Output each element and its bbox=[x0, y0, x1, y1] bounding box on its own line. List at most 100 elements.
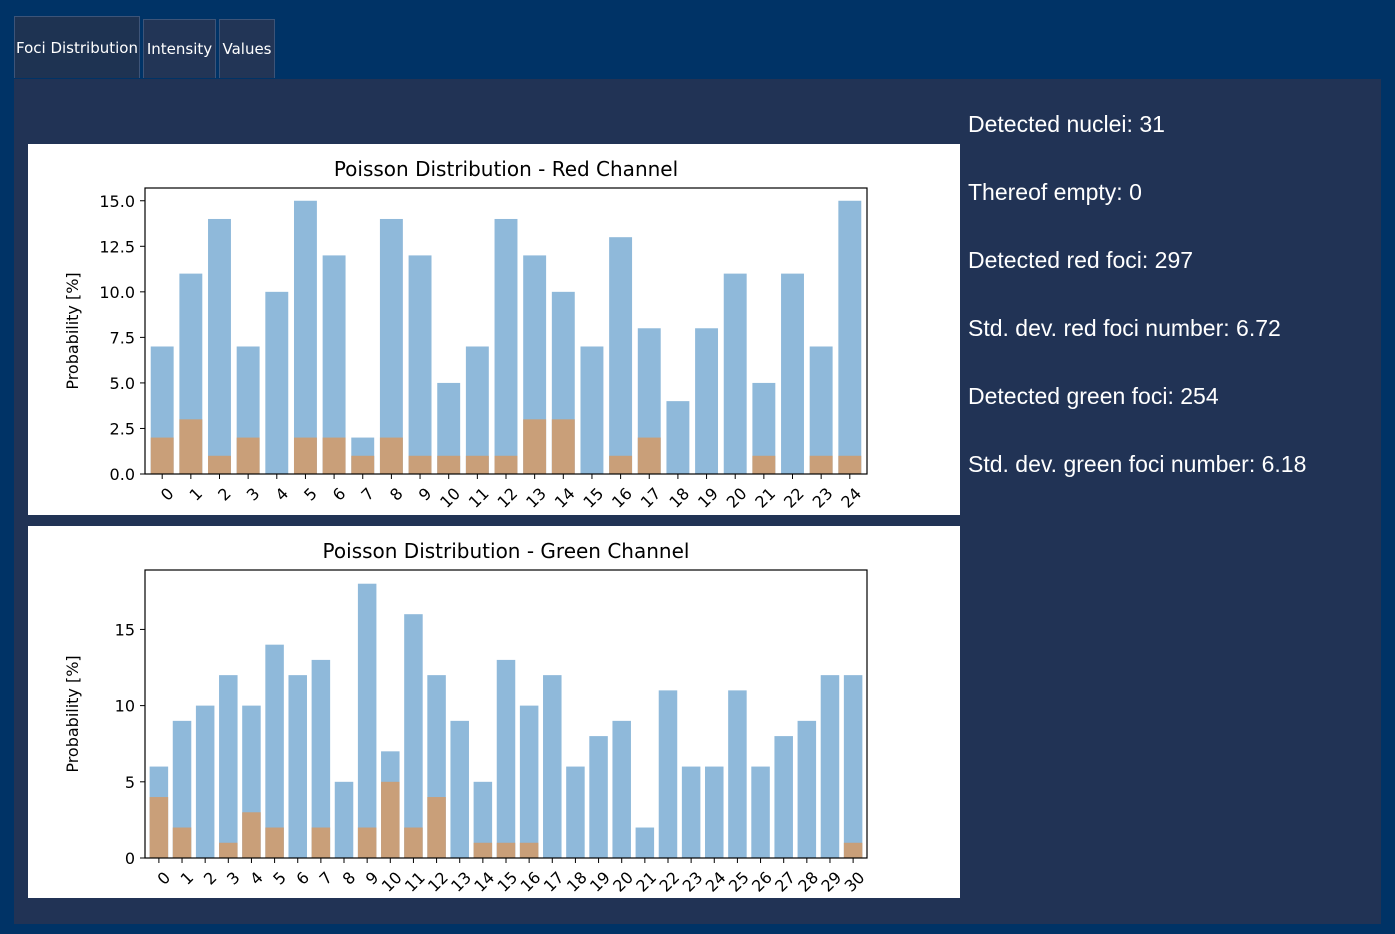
tab-values[interactable]: Values bbox=[219, 19, 275, 78]
red-foci-stddev-text: Std. dev. red foci number: 6.72 bbox=[968, 315, 1281, 341]
red-bar-s1-16 bbox=[609, 455, 633, 474]
red-x-tick-label: 12 bbox=[493, 484, 521, 512]
red-bar-s1-14 bbox=[551, 419, 575, 474]
red-bar-s1-24 bbox=[838, 455, 862, 474]
green-y-tick-label: 0 bbox=[125, 849, 135, 868]
green-bar-s1-0 bbox=[149, 797, 169, 858]
red-bar-s1-21 bbox=[752, 455, 776, 474]
green-bar-s1-4 bbox=[242, 812, 261, 858]
tab-foci-distribution[interactable]: Foci Distribution bbox=[14, 16, 140, 78]
red-x-tick-label: 1 bbox=[186, 484, 207, 505]
tab-bar: Foci Distribution Intensity Values bbox=[0, 0, 1395, 80]
red-y-tick-label: 15.0 bbox=[99, 192, 135, 211]
green-bar-s0-9 bbox=[357, 583, 377, 858]
red-bar-s0-18 bbox=[666, 401, 690, 474]
green-bar-s1-15 bbox=[496, 842, 516, 858]
green-x-tick-label: 7 bbox=[316, 868, 337, 889]
green-x-tick-label: 3 bbox=[223, 868, 244, 889]
green-x-tick-label: 5 bbox=[269, 868, 290, 889]
red-x-tick-label: 4 bbox=[271, 484, 292, 505]
green-bar-s1-5 bbox=[265, 827, 284, 858]
red-bar-s0-22 bbox=[781, 273, 804, 474]
red-bar-s0-10 bbox=[437, 382, 461, 474]
green-bar-s0-27 bbox=[774, 736, 793, 858]
red-x-tick-label: 6 bbox=[329, 484, 350, 505]
red-x-tick-label: 18 bbox=[665, 484, 693, 512]
red-bar-s1-0 bbox=[150, 437, 174, 474]
green-y-tick-label: 15 bbox=[115, 620, 135, 639]
green-bar-s1-7 bbox=[311, 827, 331, 858]
red-bar-s0-9 bbox=[408, 255, 432, 474]
red-x-tick-label: 8 bbox=[386, 484, 407, 505]
red-chart-title: Poisson Distribution - Red Channel bbox=[334, 157, 678, 181]
red-bar-s0-23 bbox=[809, 346, 833, 474]
green-bar-s0-28 bbox=[797, 720, 817, 858]
green-bar-s0-5 bbox=[265, 644, 284, 858]
green-bar-s0-8 bbox=[334, 781, 354, 858]
red-bar-s1-1 bbox=[179, 419, 203, 474]
red-bar-s0-12 bbox=[494, 218, 518, 474]
red-channel-plot: Poisson Distribution - Red Channel Probab… bbox=[63, 157, 868, 512]
green-bar-s0-6 bbox=[288, 675, 307, 858]
empty-nuclei-text: Thereof empty: 0 bbox=[968, 179, 1142, 205]
green-chart-title: Poisson Distribution - Green Channel bbox=[323, 539, 690, 563]
red-bar-s1-7 bbox=[351, 455, 375, 474]
red-bar-s0-16 bbox=[609, 237, 633, 474]
green-bar-s0-2 bbox=[195, 705, 215, 858]
green-bar-s0-17 bbox=[543, 675, 562, 858]
green-bar-s0-26 bbox=[751, 766, 770, 858]
green-bar-s0-30 bbox=[843, 675, 863, 858]
red-x-tick-label: 13 bbox=[522, 484, 550, 512]
red-x-tick-label: 23 bbox=[809, 484, 837, 512]
red-x-tick-label: 19 bbox=[694, 484, 722, 512]
red-bar-s0-15 bbox=[580, 346, 604, 474]
green-bar-s0-18 bbox=[566, 766, 585, 858]
red-bar-s1-3 bbox=[236, 437, 260, 474]
red-bar-s0-8 bbox=[379, 218, 403, 474]
green-bar-s0-7 bbox=[311, 659, 331, 858]
green-bar-s1-12 bbox=[427, 797, 446, 858]
red-bar-s1-23 bbox=[809, 455, 833, 474]
red-bar-s0-24 bbox=[838, 200, 862, 474]
red-bar-s1-12 bbox=[494, 455, 518, 474]
green-bar-s1-1 bbox=[172, 827, 192, 858]
red-y-tick-label: 2.5 bbox=[110, 419, 135, 438]
red-x-tick-label: 16 bbox=[608, 484, 636, 512]
red-bar-s0-21 bbox=[752, 382, 776, 474]
red-bar-s1-11 bbox=[465, 455, 489, 474]
green-y-tick-label: 10 bbox=[115, 697, 135, 716]
green-bar-s0-14 bbox=[473, 781, 493, 858]
window-bottom-edge bbox=[0, 924, 1395, 934]
red-x-tick-label: 22 bbox=[780, 484, 808, 512]
green-bar-s0-25 bbox=[728, 690, 747, 858]
green-bar-s0-29 bbox=[820, 675, 840, 858]
red-bar-s1-9 bbox=[408, 455, 432, 474]
red-bar-s0-19 bbox=[695, 328, 719, 474]
green-bar-s0-16 bbox=[519, 705, 539, 858]
red-y-tick-label: 0.0 bbox=[110, 465, 135, 484]
red-bar-s1-17 bbox=[637, 437, 661, 474]
red-bar-s0-20 bbox=[723, 273, 747, 474]
green-x-tick-label: 30 bbox=[841, 868, 869, 896]
red-bar-s1-5 bbox=[293, 437, 317, 474]
red-y-tick-label: 7.5 bbox=[110, 328, 135, 347]
red-x-tick-label: 3 bbox=[243, 484, 264, 505]
green-bar-s0-24 bbox=[705, 766, 724, 858]
green-bar-s1-11 bbox=[404, 827, 423, 858]
red-bar-s1-13 bbox=[523, 419, 547, 474]
red-bar-s0-11 bbox=[465, 346, 489, 474]
red-x-tick-label: 11 bbox=[465, 484, 493, 512]
red-foci-count-text: Detected red foci: 297 bbox=[968, 247, 1194, 273]
green-bar-s0-20 bbox=[612, 720, 631, 858]
green-x-tick-label: 0 bbox=[154, 868, 175, 889]
green-x-tick-label: 6 bbox=[292, 868, 313, 889]
green-bar-s0-3 bbox=[219, 675, 238, 858]
green-foci-stddev-text: Std. dev. green foci number: 6.18 bbox=[968, 451, 1307, 477]
red-y-tick-label: 5.0 bbox=[110, 374, 135, 393]
green-bar-s0-21 bbox=[635, 827, 655, 858]
green-bar-s1-10 bbox=[381, 781, 400, 858]
tab-intensity[interactable]: Intensity bbox=[143, 19, 216, 78]
red-x-tick-label: 7 bbox=[357, 484, 378, 505]
green-bar-s1-30 bbox=[843, 842, 863, 858]
red-bar-s1-10 bbox=[437, 455, 461, 474]
